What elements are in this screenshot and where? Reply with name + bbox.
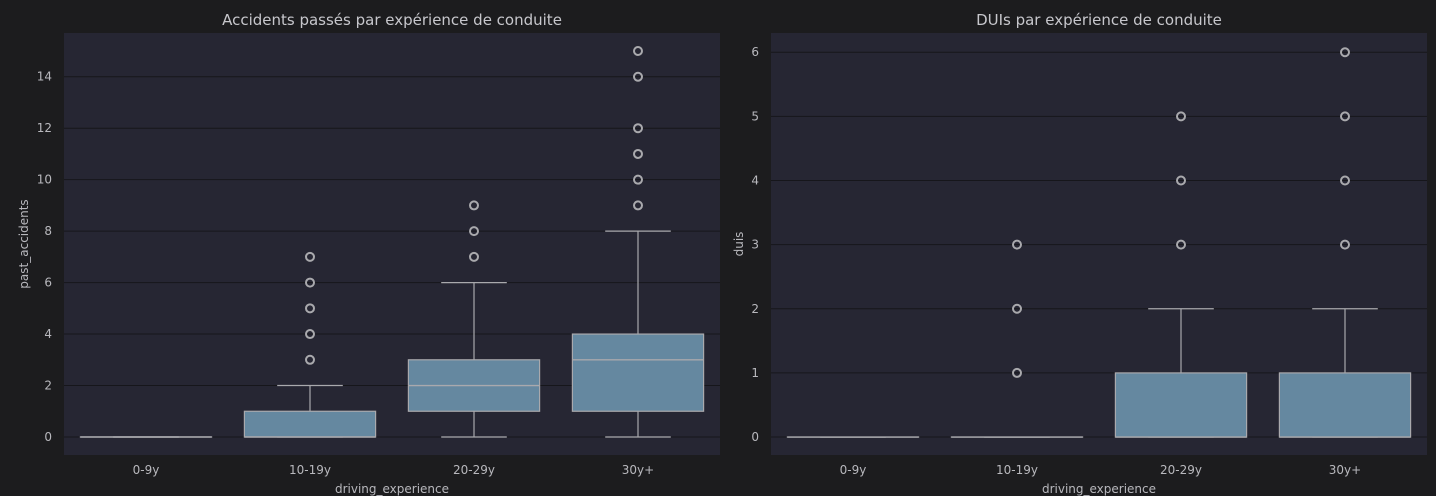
outlier-point [305,251,315,262]
outlier-point [633,123,643,134]
y-tick-label: 6 [751,45,759,59]
y-axis-label: past_accidents [17,199,31,288]
outlier-point [1340,47,1350,58]
x-tick-label: 10-19y [289,463,331,477]
x-tick-label: 10-19y [996,463,1038,477]
y-tick-label: 0 [751,430,759,444]
outlier-point [469,226,479,237]
y-tick-label: 10 [37,173,52,187]
outlier-point [633,174,643,185]
outlier-point [1176,239,1186,250]
outlier-point [1340,111,1350,122]
y-tick-labels: 0 2 4 6 8 10 12 14 [37,70,52,444]
outlier-point [1340,239,1350,250]
chart-title: DUIs par expérience de conduite [976,11,1222,29]
x-tick-label: 30y+ [622,463,654,477]
gridlines [64,76,720,438]
x-tick-labels: 0-9y 10-19y 20-29y 30y+ [133,463,655,477]
boxplots [786,47,1412,438]
outlier-point [469,200,479,211]
outlier-point [1176,175,1186,186]
y-tick-label: 4 [751,174,759,188]
chart-duis: 0 1 2 3 4 5 6 0-9y 10-19y 20-29y 30y+ DUIs par ex… [732,11,1427,496]
x-tick-label: 30y+ [1329,463,1361,477]
y-tick-labels: 0 1 2 3 4 5 6 [751,45,759,444]
outlier-point [469,251,479,262]
chart-title: Accidents passés par expérience de condu… [222,11,562,29]
outlier-point [633,46,643,57]
y-tick-label: 2 [44,379,52,393]
y-tick-label: 2 [751,302,759,316]
outlier-point [1340,175,1350,186]
outlier-point [1176,111,1186,122]
outlier-point [305,303,315,314]
outlier-point [633,200,643,211]
outlier-point [633,148,643,159]
boxplot-20-29y [1114,111,1248,438]
outlier-point [305,329,315,340]
y-tick-label: 5 [751,109,759,123]
y-axis-label: duis [732,232,746,257]
x-axis-label: driving_experience [1042,482,1156,496]
x-tick-labels: 0-9y 10-19y 20-29y 30y+ [840,463,1362,477]
box [1278,372,1412,438]
outlier-point [305,354,315,365]
outlier-point [633,71,643,82]
x-tick-label: 0-9y [133,463,160,477]
y-tick-label: 0 [44,430,52,444]
y-tick-label: 8 [44,224,52,238]
boxplot-20-29y [407,200,541,438]
box [243,410,377,438]
x-tick-label: 20-29y [453,463,495,477]
boxplot-10-19y [243,251,377,438]
boxplots [79,46,705,438]
box [571,333,705,412]
y-tick-label: 14 [37,70,52,84]
y-tick-label: 4 [44,327,52,341]
y-tick-label: 6 [44,276,52,290]
y-tick-label: 12 [37,121,52,135]
boxplot-30y+ [1278,47,1412,438]
boxplot-10-19y [950,239,1084,438]
outlier-point [1012,303,1022,314]
x-tick-label: 20-29y [1160,463,1202,477]
boxplot-30y+ [571,46,705,438]
outlier-point [305,277,315,288]
outlier-point [1012,367,1022,378]
chart-accidents: 0 2 4 6 8 10 12 14 0-9y 10-19y 20-29y 30y+ Acciden… [17,11,720,496]
y-tick-label: 3 [751,238,759,252]
outlier-point [1012,239,1022,250]
box [1114,372,1248,438]
x-tick-label: 0-9y [840,463,867,477]
x-axis-label: driving_experience [335,482,449,496]
y-tick-label: 1 [751,366,759,380]
